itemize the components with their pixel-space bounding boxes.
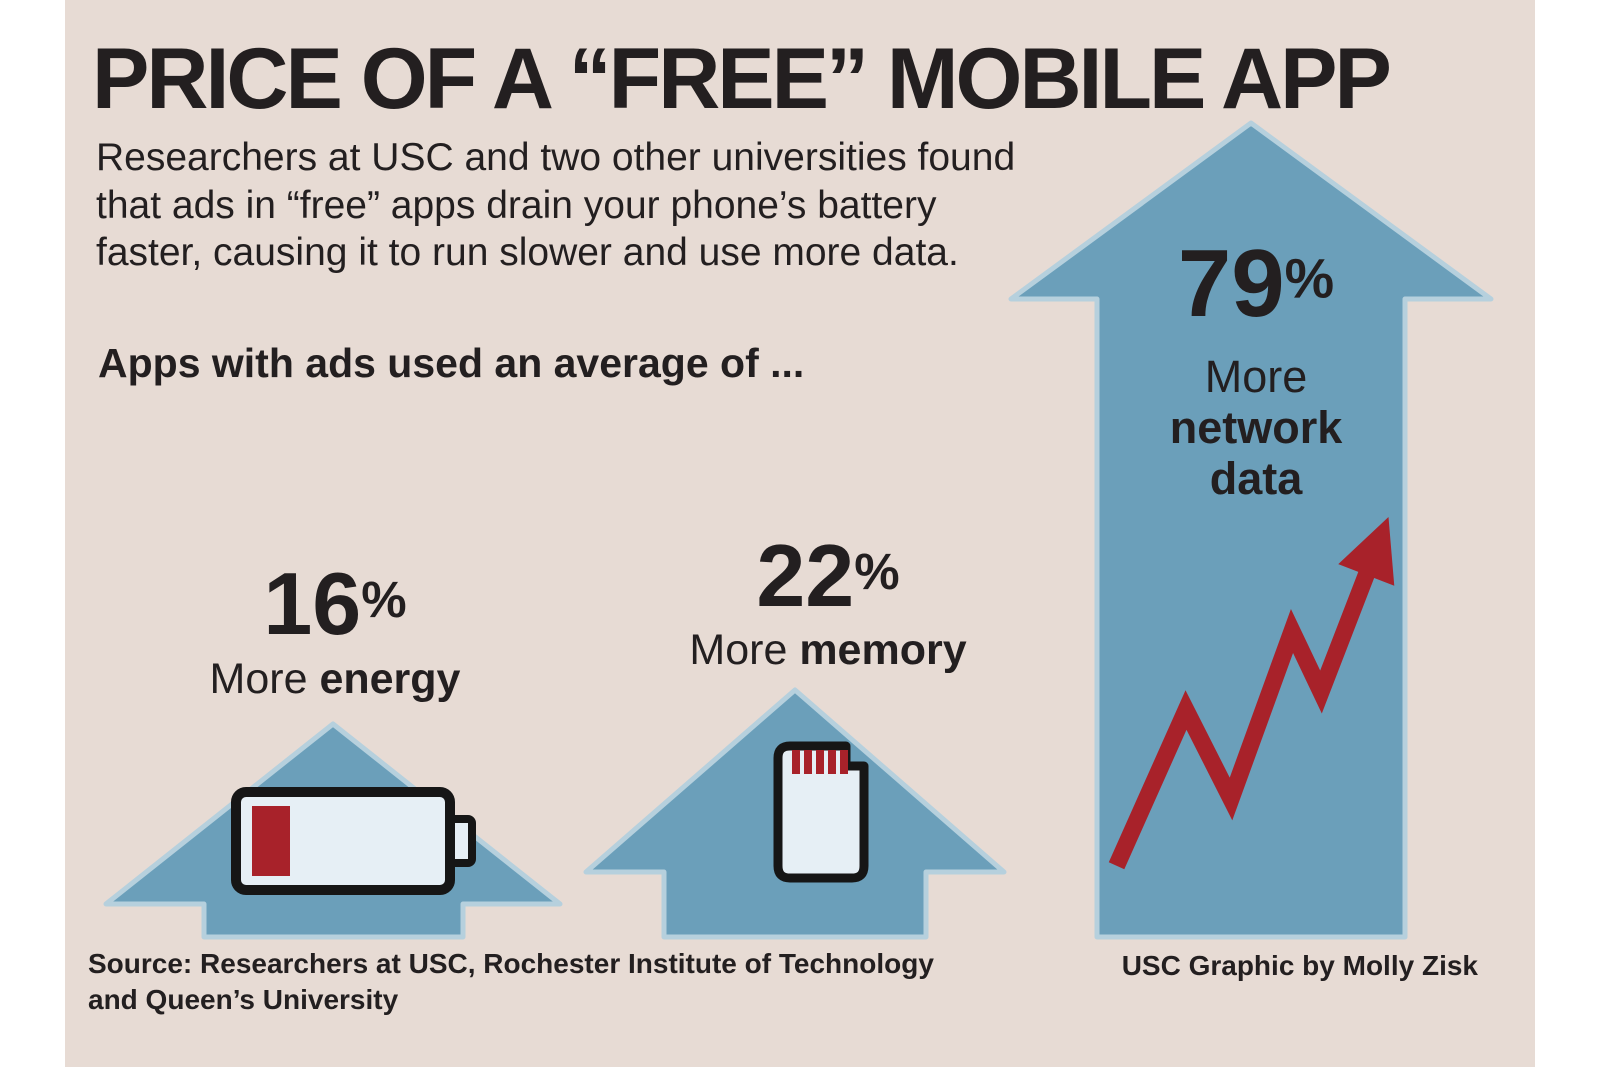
stat-value-number: 22 [756,526,855,625]
label-more: More [1204,351,1308,402]
stat-value-number: 79 [1177,230,1285,337]
label-bold: network data [1169,401,1343,504]
trend-arrowhead [1338,517,1395,586]
source-credit: Source: Researchers at USC, Rochester In… [88,948,934,1016]
memory-card-pin [816,750,824,774]
percent-sign: % [361,571,407,629]
page-title: PRICE OF A “FREE” MOBILE APP [92,31,1392,127]
percent-sign: % [1284,247,1335,310]
network-arrow-shape [1008,120,1494,940]
memory-card-pin [828,750,836,774]
intro-text: Researchers at USC and two other univers… [96,136,1016,275]
graphic-credit: USC Graphic by Molly Zisk [1121,950,1478,981]
stat-memory-label: More memory [628,626,1028,675]
stat-value-number: 16 [263,554,362,653]
trend-zigzag-line [1108,549,1383,870]
stat-energy-value: 16% [135,560,535,648]
label-more: More [689,626,788,674]
memory-card-pin [792,750,800,774]
battery-charge-bar [252,806,290,876]
trend-up-icon [1108,517,1395,870]
percent-sign: % [854,543,900,601]
memory-arrow [583,687,1007,940]
stat-network-label: More network data [1146,351,1366,505]
stat-energy-label: More energy [135,655,535,704]
label-bold: memory [799,626,967,674]
memory-card-body [773,741,869,883]
label-more: More [209,655,308,703]
memory-card-icon [773,741,869,883]
memory-card-pin [840,750,848,774]
subheading: Apps with ads used an average of ... [98,340,805,386]
stat-memory-value: 22% [628,532,1028,620]
label-bold: energy [319,655,461,703]
stat-network-value: 79% [1101,236,1411,332]
network-arrow [1008,120,1494,940]
memory-card-pin [804,750,812,774]
energy-arrow [103,721,563,940]
battery-low-icon [231,787,476,895]
